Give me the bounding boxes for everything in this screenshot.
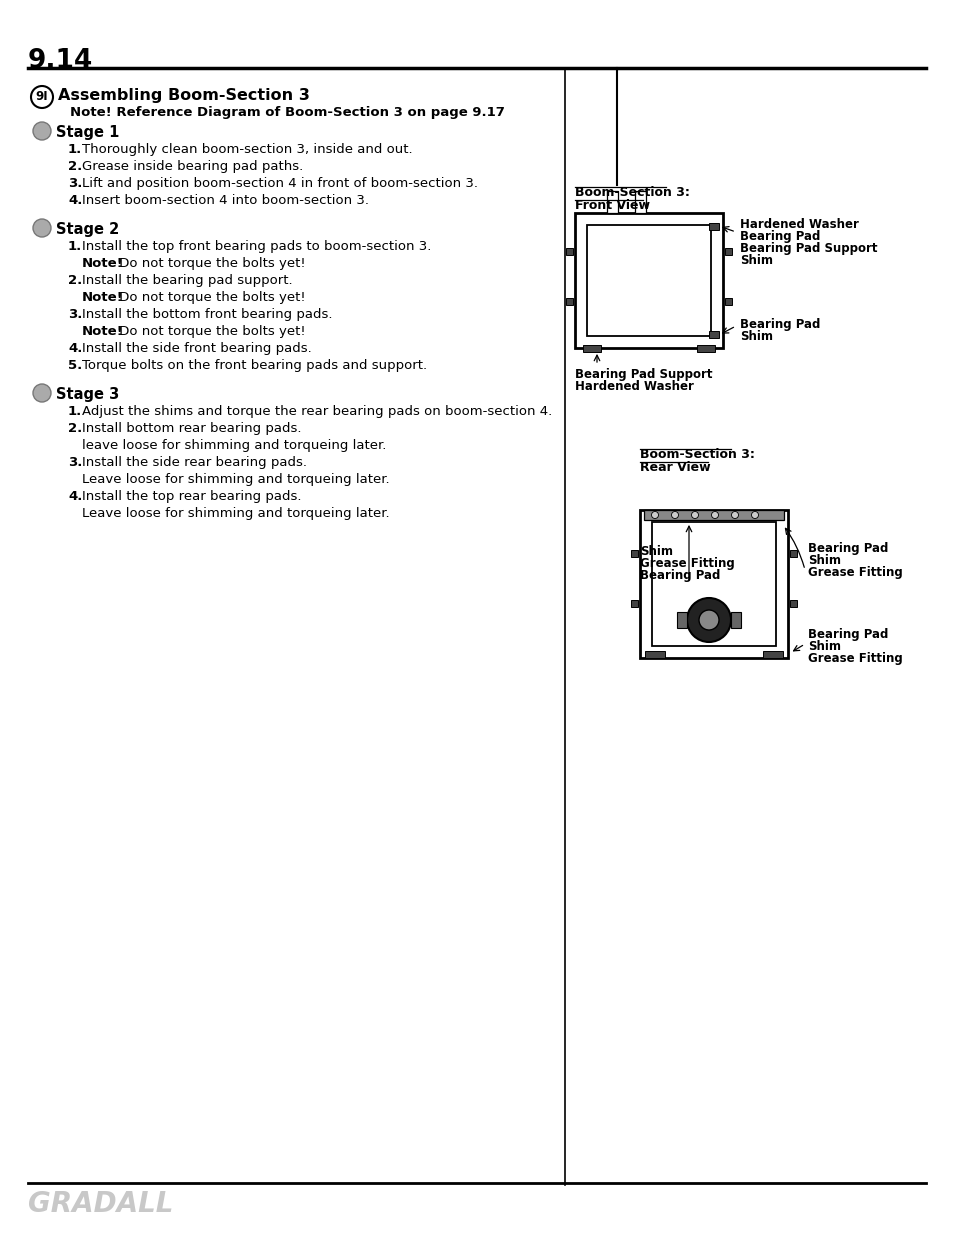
Text: Bearing Pad Support: Bearing Pad Support (575, 368, 712, 382)
Text: 9.14: 9.14 (28, 48, 93, 74)
Text: Shim: Shim (807, 640, 841, 653)
Bar (644, 651, 664, 658)
Text: Note! Reference Diagram of Boom-Section 3 on page 9.17: Note! Reference Diagram of Boom-Section … (70, 106, 504, 119)
Text: 2.: 2. (68, 422, 82, 435)
Text: 1.: 1. (68, 143, 82, 156)
Text: Torque bolts on the front bearing pads and support.: Torque bolts on the front bearing pads a… (82, 359, 427, 372)
Text: Bearing Pad Support: Bearing Pad Support (740, 242, 877, 254)
Circle shape (651, 511, 658, 519)
Text: Note!: Note! (82, 257, 124, 270)
Text: Bearing Pad: Bearing Pad (807, 629, 887, 641)
Text: Front View: Front View (575, 199, 649, 212)
Text: 3.: 3. (68, 308, 82, 321)
Text: 4.: 4. (68, 490, 82, 503)
Circle shape (731, 511, 738, 519)
Text: Grease Fitting: Grease Fitting (807, 566, 902, 579)
Text: 4.: 4. (68, 194, 82, 207)
Text: Leave loose for shimming and torqueing later.: Leave loose for shimming and torqueing l… (82, 473, 389, 487)
Bar (762, 651, 782, 658)
Bar (639, 510, 787, 658)
Bar (708, 331, 719, 338)
Text: Shim: Shim (740, 254, 772, 267)
Text: 2.: 2. (68, 161, 82, 173)
Text: Bearing Pad: Bearing Pad (807, 542, 887, 555)
Text: Assembling Boom-Section 3: Assembling Boom-Section 3 (58, 88, 310, 103)
Text: 4.: 4. (68, 342, 82, 354)
Text: Thoroughly clean boom-section 3, inside and out.: Thoroughly clean boom-section 3, inside … (82, 143, 413, 156)
Circle shape (691, 511, 698, 519)
Text: Do not torque the bolts yet!: Do not torque the bolts yet! (115, 325, 305, 338)
Text: Leave loose for shimming and torqueing later.: Leave loose for shimming and torqueing l… (82, 508, 389, 520)
Circle shape (686, 598, 730, 642)
Circle shape (711, 511, 718, 519)
Text: Rear View: Rear View (639, 461, 710, 474)
Bar (724, 248, 731, 254)
Text: Grease Fitting: Grease Fitting (639, 557, 734, 571)
Bar (630, 600, 638, 606)
Bar (789, 600, 796, 606)
Bar (582, 345, 600, 352)
Text: Bearing Pad: Bearing Pad (639, 569, 720, 582)
Text: Hardened Washer: Hardened Washer (740, 219, 858, 231)
Text: 9I: 9I (35, 90, 49, 104)
Text: Bearing Pad: Bearing Pad (740, 317, 820, 331)
Text: 3.: 3. (68, 177, 82, 190)
Text: Shim: Shim (639, 545, 672, 558)
Circle shape (33, 384, 51, 403)
Bar (565, 298, 573, 305)
Bar (630, 550, 638, 557)
Text: Install bottom rear bearing pads.: Install bottom rear bearing pads. (82, 422, 301, 435)
Circle shape (699, 610, 719, 630)
Text: 3.: 3. (68, 456, 82, 469)
Bar (565, 248, 573, 254)
Text: Stage 1: Stage 1 (56, 125, 119, 140)
Text: Adjust the shims and torque the rear bearing pads on boom-section 4.: Adjust the shims and torque the rear bea… (82, 405, 552, 417)
Text: Bearing Pad: Bearing Pad (740, 230, 820, 243)
Text: Stage 3: Stage 3 (56, 387, 119, 403)
Bar (677, 613, 686, 629)
Text: Grease inside bearing pad paths.: Grease inside bearing pad paths. (82, 161, 303, 173)
Text: leave loose for shimming and torqueing later.: leave loose for shimming and torqueing l… (82, 438, 386, 452)
Bar (724, 298, 731, 305)
Text: Install the bearing pad support.: Install the bearing pad support. (82, 274, 293, 287)
Bar (651, 522, 775, 646)
Text: 2.: 2. (68, 274, 82, 287)
Text: Boom-Section 3:: Boom-Section 3: (639, 448, 754, 461)
Text: Insert boom-section 4 into boom-section 3.: Insert boom-section 4 into boom-section … (82, 194, 369, 207)
Text: Install the side front bearing pads.: Install the side front bearing pads. (82, 342, 312, 354)
Bar (635, 191, 645, 212)
Bar (730, 613, 740, 629)
Bar (789, 550, 796, 557)
Circle shape (751, 511, 758, 519)
Circle shape (33, 122, 51, 140)
Text: Hardened Washer: Hardened Washer (575, 380, 693, 393)
Text: Lift and position boom-section 4 in front of boom-section 3.: Lift and position boom-section 4 in fron… (82, 177, 477, 190)
Bar (606, 191, 618, 212)
Bar (708, 224, 719, 230)
Text: Stage 2: Stage 2 (56, 222, 119, 237)
Text: GRADALL: GRADALL (28, 1191, 173, 1218)
Bar (586, 225, 710, 336)
Bar (575, 212, 722, 348)
Text: 1.: 1. (68, 405, 82, 417)
Text: 5.: 5. (68, 359, 82, 372)
Text: Grease Fitting: Grease Fitting (807, 652, 902, 664)
Circle shape (671, 511, 678, 519)
Bar (643, 510, 783, 520)
Text: Do not torque the bolts yet!: Do not torque the bolts yet! (115, 257, 305, 270)
Text: Install the top rear bearing pads.: Install the top rear bearing pads. (82, 490, 301, 503)
Bar (697, 345, 714, 352)
Text: Boom-Section 3:: Boom-Section 3: (575, 186, 689, 199)
Text: Install the top front bearing pads to boom-section 3.: Install the top front bearing pads to bo… (82, 240, 431, 253)
Text: Shim: Shim (740, 330, 772, 343)
Text: Do not torque the bolts yet!: Do not torque the bolts yet! (115, 291, 305, 304)
Text: Note!: Note! (82, 291, 124, 304)
Text: Shim: Shim (807, 555, 841, 567)
Text: Install the side rear bearing pads.: Install the side rear bearing pads. (82, 456, 307, 469)
Text: Note!: Note! (82, 325, 124, 338)
Text: 1.: 1. (68, 240, 82, 253)
Circle shape (33, 219, 51, 237)
Text: Install the bottom front bearing pads.: Install the bottom front bearing pads. (82, 308, 333, 321)
